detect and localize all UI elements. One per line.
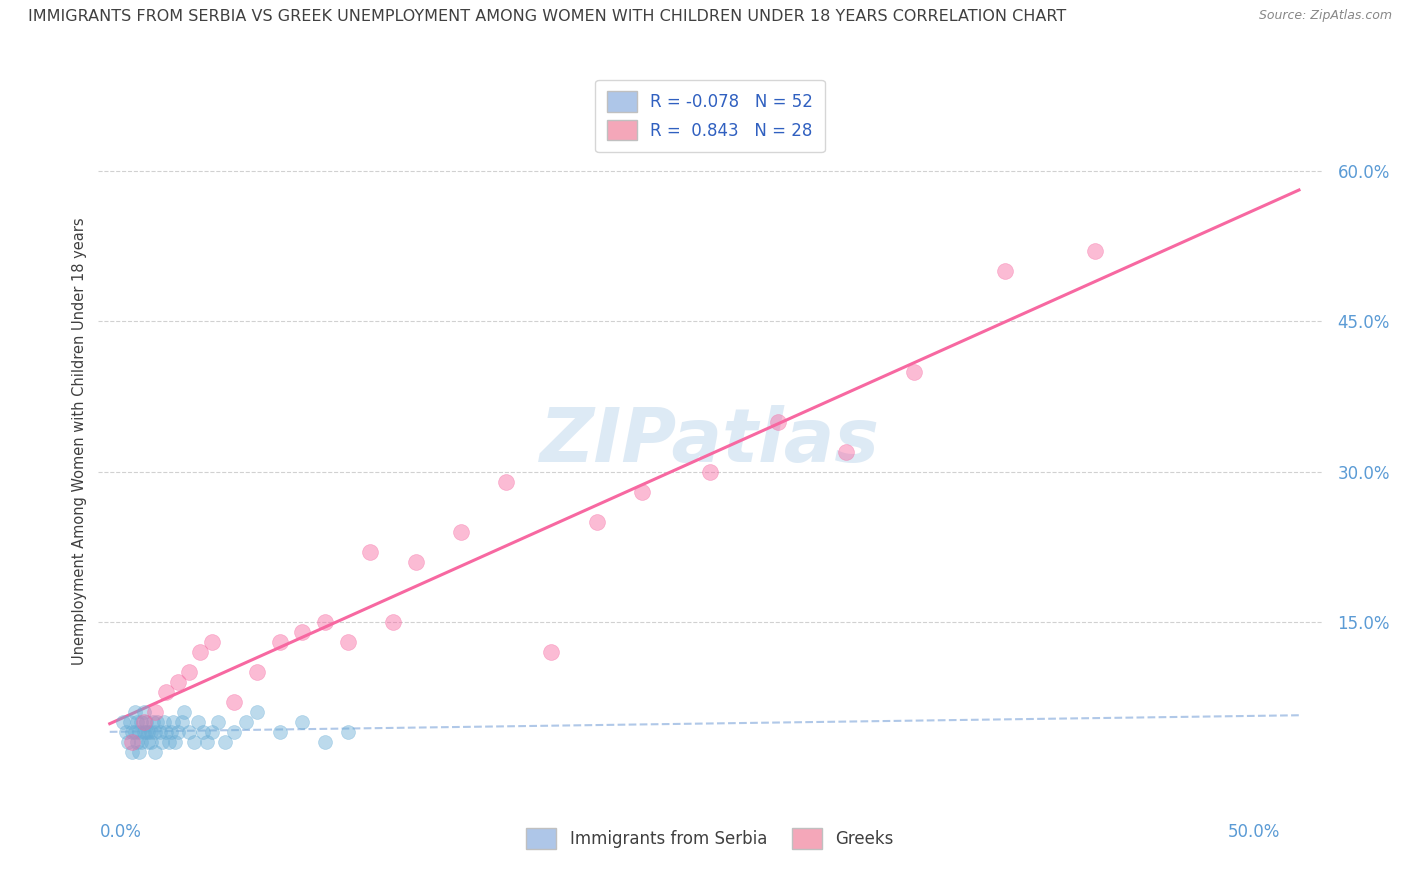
Point xyxy=(157,734,180,748)
Point xyxy=(235,714,257,729)
Point xyxy=(121,724,143,739)
Point xyxy=(381,615,404,629)
Point xyxy=(139,724,162,739)
Point xyxy=(269,634,291,648)
Point xyxy=(132,714,155,729)
Point xyxy=(631,484,654,499)
Point xyxy=(495,475,517,489)
Point xyxy=(128,745,150,759)
Point xyxy=(143,745,166,759)
Point xyxy=(120,714,142,729)
Point xyxy=(131,714,153,729)
Y-axis label: Unemployment Among Women with Children Under 18 years: Unemployment Among Women with Children U… xyxy=(72,218,87,665)
Point xyxy=(903,364,925,378)
Point xyxy=(149,724,172,739)
Point xyxy=(136,724,159,739)
Point xyxy=(128,724,150,739)
Point xyxy=(166,724,188,739)
Point xyxy=(125,714,148,729)
Point xyxy=(314,734,336,748)
Point xyxy=(177,665,200,679)
Point xyxy=(112,714,135,729)
Point xyxy=(699,465,721,479)
Point xyxy=(117,734,139,748)
Point xyxy=(191,724,214,739)
Point xyxy=(359,544,381,558)
Point xyxy=(766,415,789,429)
Point xyxy=(139,734,162,748)
Point xyxy=(314,615,336,629)
Point xyxy=(291,624,314,639)
Point xyxy=(246,665,269,679)
Point xyxy=(132,724,155,739)
Point xyxy=(201,634,224,648)
Point xyxy=(291,714,314,729)
Point xyxy=(187,714,209,729)
Text: ZIPatlas: ZIPatlas xyxy=(540,405,880,478)
Point xyxy=(155,684,177,698)
Point xyxy=(835,444,858,458)
Point xyxy=(153,714,176,729)
Point xyxy=(121,745,143,759)
Point xyxy=(405,555,427,569)
Point xyxy=(183,734,205,748)
Text: Source: ZipAtlas.com: Source: ZipAtlas.com xyxy=(1258,9,1392,22)
Point xyxy=(114,724,136,739)
Point xyxy=(585,515,607,529)
Point xyxy=(142,714,165,729)
Point xyxy=(188,645,212,659)
Point xyxy=(172,714,194,729)
Point xyxy=(155,724,177,739)
Point xyxy=(135,714,157,729)
Point xyxy=(224,724,246,739)
Point xyxy=(146,714,169,729)
Point xyxy=(131,734,153,748)
Point xyxy=(166,674,188,689)
Legend: Immigrants from Serbia, Greeks: Immigrants from Serbia, Greeks xyxy=(520,822,900,855)
Point xyxy=(165,734,187,748)
Point xyxy=(177,724,200,739)
Point xyxy=(336,724,359,739)
Point xyxy=(993,264,1015,278)
Point xyxy=(162,714,184,729)
Point xyxy=(173,705,195,719)
Point xyxy=(150,734,173,748)
Point xyxy=(135,724,157,739)
Point xyxy=(336,634,359,648)
Point xyxy=(450,524,472,539)
Point xyxy=(132,705,155,719)
Point xyxy=(195,734,218,748)
Point xyxy=(207,714,229,729)
Point xyxy=(124,705,146,719)
Point xyxy=(246,705,269,719)
Point xyxy=(214,734,236,748)
Point xyxy=(269,724,291,739)
Point xyxy=(143,705,166,719)
Point xyxy=(143,724,166,739)
Point xyxy=(160,724,183,739)
Point xyxy=(121,734,143,748)
Point xyxy=(124,724,146,739)
Point xyxy=(540,645,562,659)
Point xyxy=(136,734,159,748)
Point xyxy=(125,734,148,748)
Point xyxy=(201,724,224,739)
Point xyxy=(224,695,246,709)
Text: IMMIGRANTS FROM SERBIA VS GREEK UNEMPLOYMENT AMONG WOMEN WITH CHILDREN UNDER 18 : IMMIGRANTS FROM SERBIA VS GREEK UNEMPLOY… xyxy=(28,9,1066,24)
Point xyxy=(1084,244,1107,259)
